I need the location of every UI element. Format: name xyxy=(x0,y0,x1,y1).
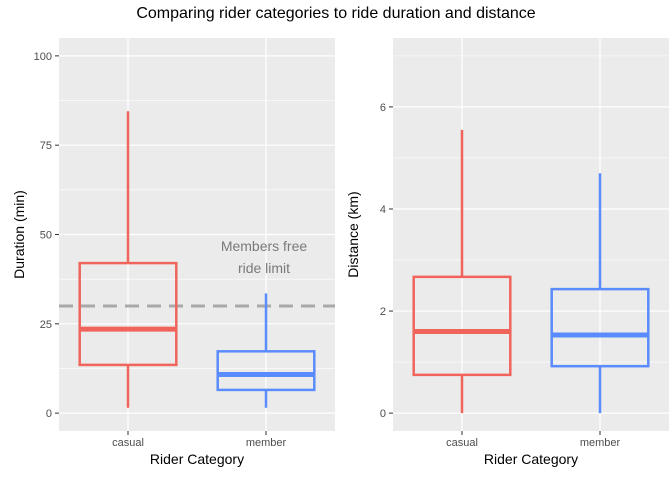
y-axis-title: Distance (km) xyxy=(345,191,361,277)
y-tick-label: 6 xyxy=(380,102,386,114)
iqr-box xyxy=(216,350,316,392)
box-member xyxy=(550,173,650,414)
x-tick-label: casual xyxy=(446,437,478,449)
panel-background xyxy=(393,38,669,431)
panel-1: 0 25 50 75 100 casual member Members free ride l… xyxy=(11,38,335,467)
y-tick-label: 50 xyxy=(40,230,52,242)
y-tick-label: 0 xyxy=(380,408,386,420)
x-tick-label: member xyxy=(580,437,621,449)
iqr-box xyxy=(78,261,178,367)
y-tick-label: 100 xyxy=(34,51,52,63)
box-casual xyxy=(412,129,512,414)
box-member xyxy=(216,293,316,408)
y-tick-label: 2 xyxy=(380,306,386,318)
iqr-box xyxy=(550,287,650,368)
y-tick-label: 25 xyxy=(40,319,52,331)
annotation-text: Members free xyxy=(221,238,308,254)
chart-title: Comparing rider categories to ride durat… xyxy=(136,5,536,22)
y-tick-label: 4 xyxy=(380,204,386,216)
y-tick-label: 0 xyxy=(46,408,52,420)
x-axis-title: Rider Category xyxy=(484,451,578,467)
x-tick-label: member xyxy=(246,437,287,449)
annotation-text: ride limit xyxy=(238,260,290,276)
iqr-box xyxy=(412,275,512,377)
x-tick-label: casual xyxy=(112,437,144,449)
x-axis-title: Rider Category xyxy=(150,451,244,467)
y-axis-title: Duration (min) xyxy=(11,190,27,279)
y-tick-label: 75 xyxy=(40,140,52,152)
box-casual xyxy=(78,111,178,408)
